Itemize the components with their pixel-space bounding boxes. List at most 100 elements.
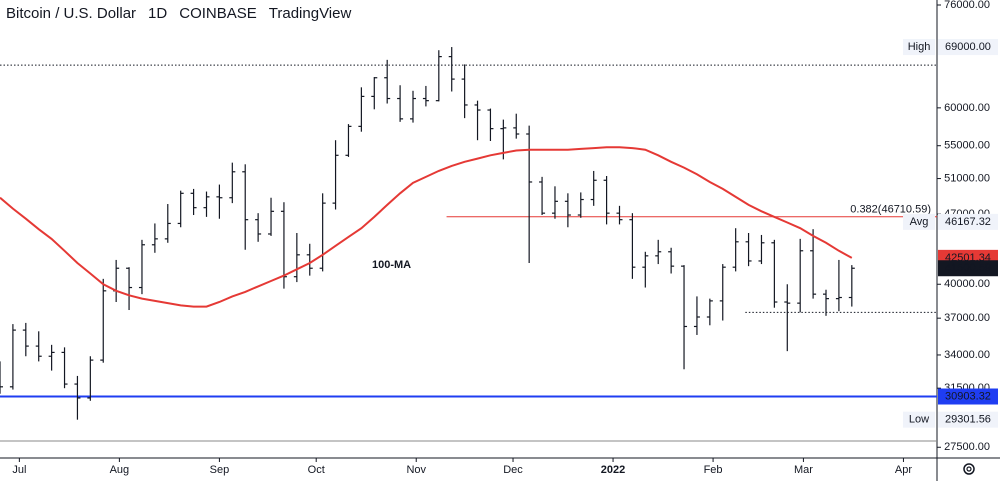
level-value: 69000.00 [945, 41, 991, 53]
ohlc-bar [848, 265, 855, 307]
ohlc-bar [603, 176, 610, 225]
level-name: Avg [910, 216, 929, 228]
gear[interactable] [963, 463, 975, 475]
level-value-box [938, 411, 998, 428]
ohlc-bar [100, 278, 107, 363]
x-tick-label: Jul [12, 464, 26, 476]
ohlc-bar [513, 113, 520, 139]
level-name-box [903, 39, 935, 56]
ohlc-bar [745, 233, 752, 267]
level-name: Low [909, 414, 929, 426]
price-label-box [938, 260, 998, 277]
x-tick-label: Sep [210, 464, 230, 476]
y-tick-label: 60000.00 [944, 102, 990, 114]
header-interval: 1D [148, 5, 167, 22]
level-value: 46167.32 [945, 216, 991, 228]
header-title: Bitcoin / U.S. Dollar [6, 5, 136, 22]
ohlc-bar [564, 193, 571, 228]
x-tick-label: Nov [406, 464, 426, 476]
level-value: 29301.56 [945, 414, 991, 426]
ohlc-bar [345, 124, 352, 157]
x-tick-label: Apr [895, 464, 912, 476]
ohlc-bar [203, 191, 210, 217]
ohlc-bar [410, 90, 417, 123]
ohlc-bar [435, 50, 442, 102]
x-tick-label: Oct [308, 464, 325, 476]
settings-icon[interactable] [963, 463, 975, 475]
ohlc-bar [461, 64, 468, 119]
ohlc-bar [422, 85, 429, 107]
ohlc-bar [797, 238, 804, 313]
ohlc-bar [306, 243, 313, 276]
ohlc-bar [35, 331, 42, 362]
ohlc-bar [319, 193, 326, 272]
y-tick-label: 51000.00 [944, 172, 990, 184]
ohlc-bar [577, 192, 584, 218]
ohlc-bar [616, 205, 623, 225]
moving-average-label: 100-MA [372, 259, 411, 271]
header-exchange: COINBASE [179, 5, 257, 22]
ohlc-bar [590, 170, 597, 206]
y-tick-label: 40000.00 [944, 278, 990, 290]
ohlc-bar [229, 162, 236, 204]
ohlc-bar [255, 213, 262, 242]
ohlc-bar [693, 296, 700, 335]
ohlc-bar [655, 239, 662, 265]
ohlc-bar [61, 347, 68, 389]
ohlc-bar [629, 213, 636, 279]
ohlc-bar [9, 324, 16, 390]
ohlc-bar [332, 140, 339, 210]
ohlc-bar [474, 100, 481, 141]
ohlc-bar [371, 77, 378, 110]
ohlc-bar [74, 375, 81, 420]
ohlc-bar [823, 289, 830, 316]
y-tick-label: 34000.00 [944, 349, 990, 361]
level-value-box [938, 39, 998, 56]
gear-hub[interactable] [966, 466, 972, 472]
y-tick-label: 37000.00 [944, 312, 990, 324]
ohlc-bar [448, 47, 455, 92]
level-name-box [903, 213, 935, 230]
price-label: 30903.32 [945, 390, 991, 402]
ohlc-bar [539, 176, 546, 216]
fib-label: 0.382(46710.59) [850, 204, 931, 216]
ohlc-bar [526, 125, 533, 264]
ohlc-bar [190, 188, 197, 216]
header-source: TradingView [269, 5, 352, 22]
price-label: 41500.59 [945, 262, 991, 274]
ohlc-bar [642, 251, 649, 288]
price-label-box [938, 388, 998, 405]
ohlc-bar [126, 267, 133, 311]
ohlc-bar [384, 59, 391, 104]
ohlc-bar [487, 108, 494, 141]
x-tick-label: Aug [110, 464, 130, 476]
ohlc-bar [784, 284, 791, 352]
ohlc-bar [138, 239, 145, 295]
ohlc-bar [358, 87, 365, 132]
level-name: High [908, 41, 931, 53]
ohlc-bar [551, 186, 558, 219]
ohlc-bar [293, 233, 300, 283]
level-name-box [903, 411, 935, 428]
ohlc-bar [242, 164, 249, 250]
ohlc-bar [0, 361, 3, 394]
ohlc-bar [280, 202, 287, 289]
ohlc-bar [758, 234, 765, 265]
ohlc-bar [216, 184, 223, 219]
ohlc-bar [810, 229, 817, 299]
x-tick-label: Mar [794, 464, 813, 476]
ohlc-bar [87, 356, 94, 401]
ohlc-bar [48, 344, 55, 371]
x-tick-label: 2022 [601, 464, 625, 476]
ohlc-bar [397, 85, 404, 122]
y-tick-label: 55000.00 [944, 140, 990, 152]
ohlc-bar [732, 228, 739, 272]
ohlc-bar [22, 322, 29, 357]
ohlc-bar [771, 239, 778, 308]
ohlc-bar [164, 204, 171, 243]
ohlc-bar [719, 264, 726, 321]
ohlc-bar [835, 259, 842, 312]
x-tick-label: Feb [704, 464, 723, 476]
level-value-box [938, 213, 998, 230]
